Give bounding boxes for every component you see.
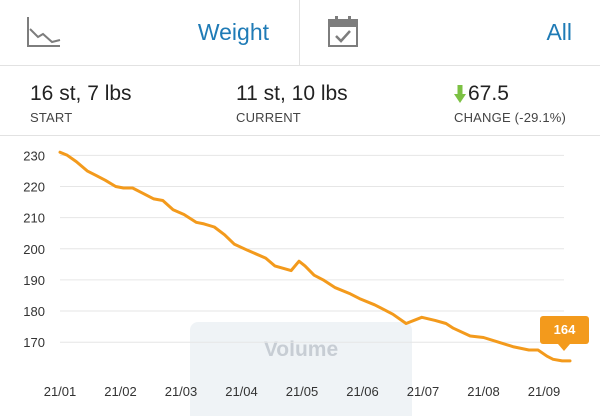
trend-chart-icon [27, 17, 61, 47]
start-caption: START [30, 110, 73, 125]
x-tick-label: 21/09 [528, 384, 561, 399]
current-stat: 11 st, 10 lbs CURRENT [236, 82, 348, 125]
y-tick-label: 170 [23, 335, 45, 350]
x-tick-label: 21/02 [104, 384, 137, 399]
change-value: 67.5 [468, 82, 509, 105]
x-tick-label: 21/07 [407, 384, 440, 399]
x-tick-label: 21/08 [467, 384, 500, 399]
y-tick-label: 230 [23, 148, 45, 163]
y-tick-label: 190 [23, 273, 45, 288]
current-value: 11 st, 10 lbs [236, 82, 348, 105]
calendar-check-icon [328, 16, 358, 47]
series-line [58, 150, 572, 363]
down-arrow-icon [454, 85, 466, 103]
x-tick-label: 21/06 [346, 384, 379, 399]
x-tick-label: 21/05 [286, 384, 319, 399]
x-tick-label: 21/01 [44, 384, 77, 399]
change-caption: CHANGE (-29.1%) [454, 110, 567, 125]
start-value: 16 st, 7 lbs [30, 82, 132, 105]
y-tick-label: 200 [23, 242, 45, 257]
range-label: All [546, 19, 572, 45]
last-value-badge: 164 [540, 316, 589, 351]
x-tick-label: 21/04 [225, 384, 258, 399]
range-selector[interactable]: All [300, 0, 600, 66]
stats-row: 16 st, 7 lbs START 11 st, 10 lbs CURRENT… [0, 66, 600, 136]
weight-chart: Volume 170 180 190 200 210 220 230 21/01 21/02 2… [0, 136, 600, 416]
change-stat: 67.5 CHANGE (-29.1%) [454, 82, 566, 125]
y-tick-label: 220 [23, 179, 45, 194]
y-tick-label: 180 [23, 304, 45, 319]
chart-plot: 170 180 190 200 210 220 230 21/01 21/02 21/03 21/… [23, 148, 572, 399]
start-stat: 16 st, 7 lbs START [30, 82, 132, 125]
metric-label: Weight [197, 19, 269, 45]
watermark-text: Volume [263, 338, 339, 361]
current-caption: CURRENT [236, 110, 301, 125]
y-tick-label: 210 [23, 211, 45, 226]
top-selector-bar: Weight All [0, 0, 600, 66]
metric-selector[interactable]: Weight [0, 0, 300, 66]
volume-watermark: Volume [190, 322, 412, 416]
x-tick-label: 21/03 [165, 384, 198, 399]
